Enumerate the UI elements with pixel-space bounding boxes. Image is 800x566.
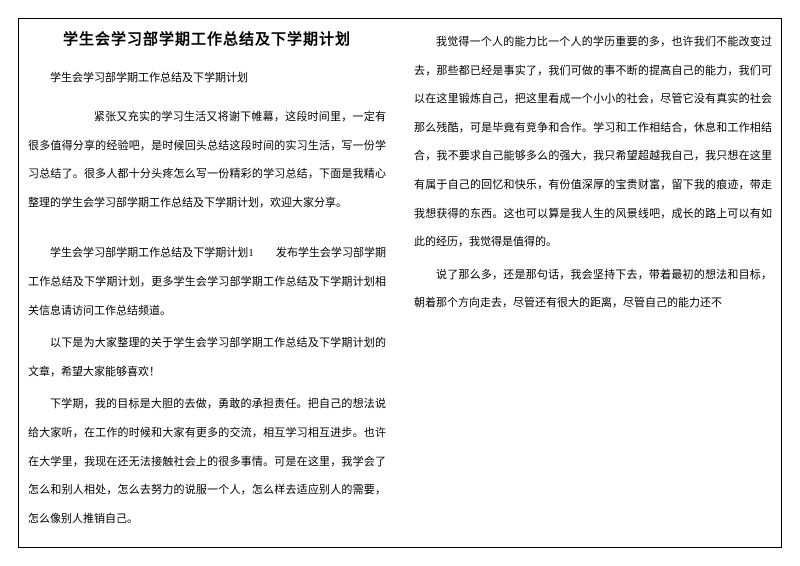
paragraph-body: 以下是为大家整理的关于学生会学习部学期工作总结及下学期计划的文章，希望大家能够喜… — [28, 329, 386, 386]
paragraph-section: 学生会学习部学期工作总结及下学期计划1 发布学生会学习部学期工作总结及下学期计划… — [28, 239, 386, 325]
paragraph-body: 说了那么多，还是那句话，我会坚持下去，带着最初的想法和目标，朝着那个方向走去，尽… — [414, 261, 772, 318]
paragraph-body: 下学期，我的目标是大胆的去做，勇敢的承担责任。把自己的想法说给大家听，在工作的时… — [28, 390, 386, 533]
document-content: 学生会学习部学期工作总结及下学期计划 学生会学习部学期工作总结及下学期计划 紧张… — [28, 28, 772, 538]
paragraph-body: 我觉得一个人的能力比一个人的学历重要的多，也许我们不能改变过去，那些都已经是事实… — [414, 28, 772, 257]
spacer — [28, 221, 386, 239]
document-title: 学生会学习部学期工作总结及下学期计划 — [28, 28, 386, 49]
document-subtitle: 学生会学习部学期工作总结及下学期计划 — [28, 69, 386, 85]
paragraph-intro: 紧张又充实的学习生活又将谢下帷幕，这段时间里，一定有很多值得分享的经验吧，是时候… — [28, 103, 386, 217]
